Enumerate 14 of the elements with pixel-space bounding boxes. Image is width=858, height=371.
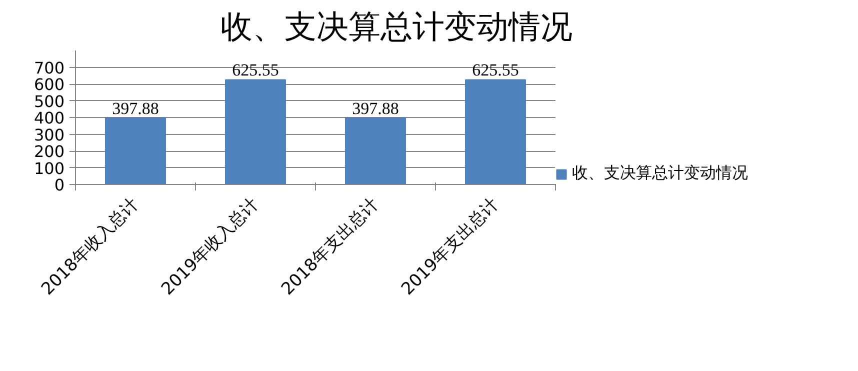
data-label: 397.88 xyxy=(112,98,159,118)
y-tick-label: 200 xyxy=(34,142,65,161)
y-tick-label: 300 xyxy=(34,125,65,144)
chart-title: 收、支决算总计变动情况 xyxy=(220,8,572,46)
y-tick-label: 0 xyxy=(54,176,65,194)
y-tick-label: 500 xyxy=(34,92,65,111)
y-tick-label: 600 xyxy=(34,75,65,94)
y-tick-label: 700 xyxy=(34,58,65,78)
y-tick-label: 400 xyxy=(34,108,65,128)
data-label: 625.55 xyxy=(232,60,279,80)
data-label: 625.55 xyxy=(472,60,519,80)
legend-label: 收、支决算总计变动情况 xyxy=(572,163,748,184)
data-label: 397.88 xyxy=(352,98,399,118)
y-tick-label: 100 xyxy=(34,158,65,178)
